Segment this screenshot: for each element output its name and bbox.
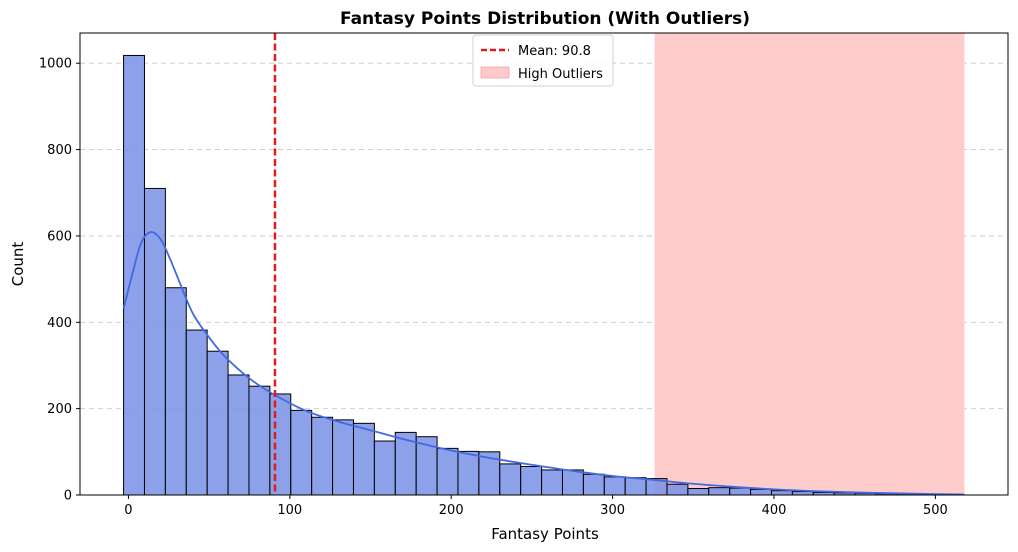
histogram-bar: [373, 440, 396, 496]
histogram-bar: [582, 473, 605, 496]
histogram-bar: [206, 350, 229, 496]
legend-outlier-label: High Outliers: [518, 67, 603, 82]
histogram-bar: [541, 469, 563, 496]
histogram-bar: [123, 54, 145, 496]
histogram-bar: [457, 450, 480, 496]
histogram-bar: [729, 487, 752, 496]
x-tick-label: 400: [762, 503, 787, 518]
histogram-bar: [332, 419, 354, 496]
histogram-bar: [791, 491, 814, 496]
histogram-bar: [750, 488, 772, 496]
x-axis-title: Fantasy Points: [491, 525, 599, 543]
histogram-bar: [520, 466, 543, 496]
histogram-bar: [227, 374, 250, 496]
legend-mean-label: Mean: 90.8: [518, 44, 591, 59]
x-tick-label: 100: [277, 503, 302, 518]
y-tick-label: 0: [64, 489, 72, 504]
histogram-bar: [436, 447, 459, 496]
histogram-bar: [603, 476, 626, 496]
histogram-bar: [185, 329, 208, 496]
x-tick-label: 0: [124, 503, 132, 518]
histogram-bar: [290, 409, 313, 496]
y-tick-label: 1000: [39, 57, 72, 72]
histogram-bar: [499, 463, 522, 496]
histogram-bar: [770, 490, 793, 496]
histogram-bar: [311, 416, 334, 496]
histogram-bar: [624, 477, 647, 496]
kde-curve: [122, 231, 965, 496]
y-axis-title: Count: [9, 242, 27, 287]
x-tick-label: 500: [923, 503, 948, 518]
legend: Mean: 90.8 High Outliers: [472, 34, 614, 87]
histogram-bar: [561, 469, 584, 496]
x-tick-label: 200: [439, 503, 464, 518]
histogram-bar: [269, 393, 292, 496]
histogram-bar: [666, 483, 689, 496]
x-tick-label: 300: [600, 503, 625, 518]
y-tick-label: 400: [47, 316, 72, 331]
y-tick-label: 200: [47, 402, 72, 417]
y-tick-label: 600: [47, 229, 72, 244]
legend-outlier-swatch: [480, 66, 510, 79]
outlier-region: [654, 33, 965, 495]
histogram-bar: [708, 487, 731, 496]
chart-title: Fantasy Points Distribution (With Outlie…: [340, 9, 750, 29]
y-tick-label: 800: [47, 143, 72, 158]
plot-frame: [79, 32, 1009, 496]
histogram-bar: [687, 488, 710, 496]
histogram-bar: [248, 385, 271, 496]
histogram-bar: [164, 287, 187, 496]
histogram-bar: [352, 422, 375, 496]
